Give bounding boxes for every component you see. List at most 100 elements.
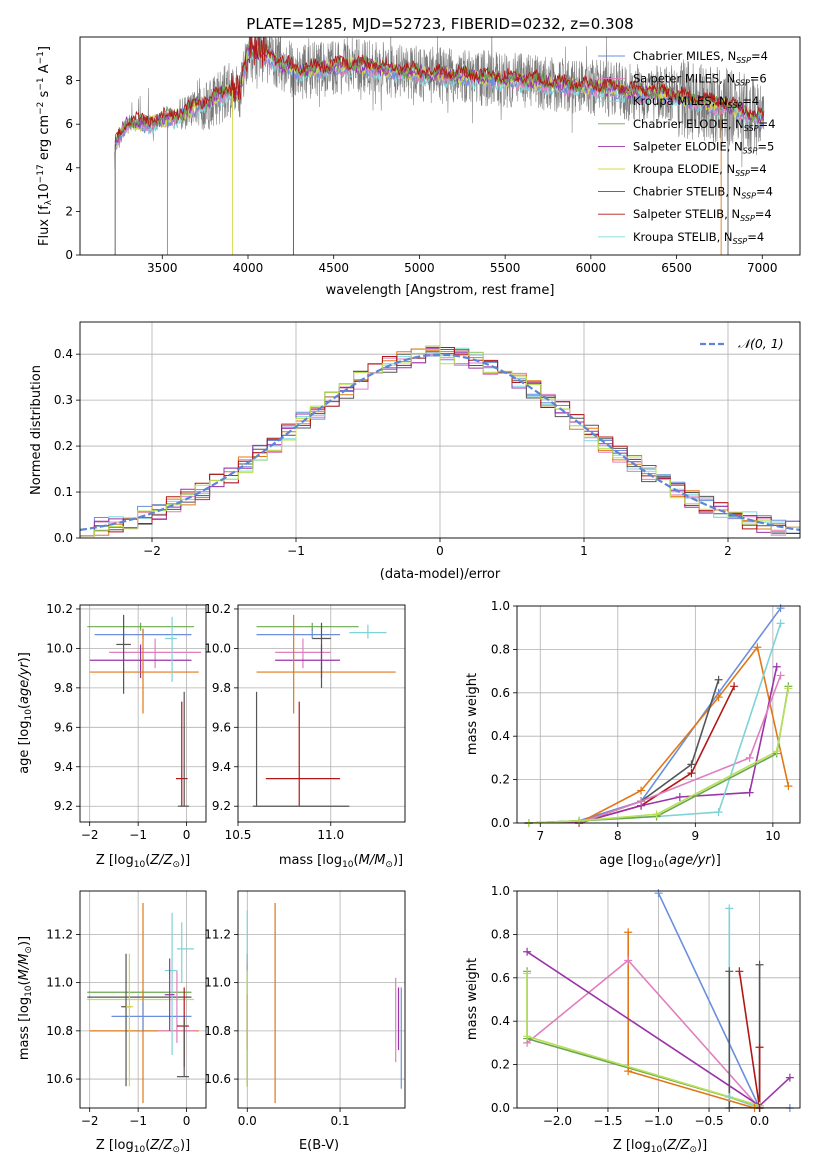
- plot-area: [80, 322, 800, 538]
- axes-frame: [79, 321, 801, 539]
- mass-weight-line: [738, 971, 761, 1108]
- spectrum-xlabel: wavelength [Angstrom, rest frame]: [326, 283, 555, 298]
- y-tick-label: 11.2: [46, 927, 73, 941]
- model-spectrum-line: [114, 37, 765, 143]
- y-tick-label: 2: [65, 204, 73, 218]
- mass-z-xlabel: Z [log10(Z/Z⊙)]: [96, 1138, 190, 1155]
- residual-histogram-panel: (data-model)/error Normed distribution −…: [29, 321, 801, 582]
- axes-frame: [516, 890, 801, 1109]
- axes-frame: [79, 604, 207, 823]
- mass-weight-marker: [776, 604, 785, 613]
- mass-weight-line: [528, 645, 790, 823]
- mass-weight-marker: [687, 769, 696, 778]
- mass-weight-vs-metallicity-panel: Z [log10(Z/Z⊙)] mass weight −2.0 −1.5 −1.0…: [465, 884, 801, 1155]
- weight-z-ylabel: mass weight: [465, 958, 480, 1040]
- age-ylabel: age [log10(age/yr)]: [17, 652, 34, 774]
- y-tick-label: 10.8: [46, 1024, 73, 1038]
- mass-weight-marker: [785, 1073, 794, 1082]
- mass-weight-marker: [523, 1032, 532, 1041]
- y-tick-label: 10.2: [46, 602, 73, 616]
- x-tick-label: −1: [129, 1114, 147, 1128]
- x-tick-label: 0: [436, 544, 444, 558]
- x-tick-label: −0.5: [694, 1114, 723, 1128]
- y-tick-label: 11.2: [204, 927, 231, 941]
- mass-weight-line: [627, 932, 760, 1108]
- x-tick-label: −1.5: [593, 1114, 622, 1128]
- y-tick-label: 9.4: [54, 760, 73, 774]
- y-tick-label: 0.8: [491, 927, 510, 941]
- y-tick-label: 0.2: [491, 773, 510, 787]
- y-tick-label: 0.4: [491, 1014, 510, 1028]
- y-tick-label: 0.2: [491, 1058, 510, 1072]
- weight-z-xlabel: Z [log10(Z/Z⊙)]: [613, 1138, 707, 1155]
- x-tick-label: −1: [287, 544, 305, 558]
- mass-weight-marker: [725, 1093, 734, 1102]
- mass-weight-marker: [784, 684, 793, 693]
- legend-label: Kroupa STELIB, NSSP=4: [633, 230, 764, 246]
- y-tick-label: 9.8: [212, 681, 231, 695]
- mass-weight-marker: [735, 967, 744, 976]
- ebv-xlabel: E(B-V): [299, 1138, 339, 1153]
- x-tick-label: 9: [692, 829, 700, 843]
- age-vs-metallicity-panel: Z [log10(Z/Z⊙)] age [log10(age/yr)] −2 −1…: [17, 602, 207, 870]
- axes-frame: [79, 36, 801, 256]
- spectrum-ylabel: Flux [fλ10−17 erg cm−2 s−1 A−1]: [36, 46, 54, 246]
- x-tick-label: −2.0: [543, 1114, 572, 1128]
- mass-weight-marker: [687, 760, 696, 769]
- plot-area: [80, 605, 206, 822]
- y-tick-label: 9.6: [212, 720, 231, 734]
- y-tick-label: 0.4: [54, 347, 73, 361]
- y-tick-label: 0.3: [54, 393, 73, 407]
- mass-weight-marker: [637, 797, 646, 806]
- y-tick-label: 0.8: [491, 642, 510, 656]
- mass-weight-marker: [755, 1043, 764, 1052]
- legend-label: Kroupa ELODIE, NSSP=4: [633, 162, 767, 178]
- y-tick-label: 0.1: [54, 485, 73, 499]
- x-tick-label: 7: [536, 829, 544, 843]
- y-tick-label: 9.2: [212, 799, 231, 813]
- x-tick-label: 8: [614, 829, 622, 843]
- x-tick-label: 0.1: [331, 1114, 350, 1128]
- y-tick-label: 10.6: [204, 1072, 231, 1086]
- plot-area: [114, 37, 765, 255]
- x-tick-label: 6000: [576, 261, 607, 275]
- axes-frame: [516, 605, 801, 824]
- mass-weight-marker: [730, 682, 739, 691]
- mass-weight-marker: [654, 889, 663, 898]
- y-tick-label: 9.6: [54, 720, 73, 734]
- mass-weight-marker: [652, 810, 661, 819]
- y-tick-label: 9.8: [54, 681, 73, 695]
- x-tick-label: 1: [580, 544, 588, 558]
- plot-area: [80, 891, 206, 1108]
- y-tick-label: 4: [65, 161, 73, 175]
- y-tick-label: 10.0: [204, 641, 231, 655]
- x-tick-label: 7000: [747, 261, 778, 275]
- x-tick-label: −2: [81, 828, 99, 842]
- y-tick-label: 1.0: [491, 599, 510, 613]
- mass-weight-vs-age-panel: age [log10(age/yr)] mass weight 7 8 9 10 0.0…: [465, 599, 801, 870]
- x-tick-label: 10: [765, 829, 780, 843]
- model-spectrum-line: [114, 44, 765, 146]
- mass-weight-marker: [753, 643, 762, 652]
- axes-frame: [79, 890, 207, 1109]
- mass-weight-marker: [776, 619, 785, 628]
- x-tick-label: 5500: [490, 261, 521, 275]
- y-tick-label: 0.6: [491, 686, 510, 700]
- legend-label: Kroupa MILES, NSSP=4: [633, 94, 759, 110]
- x-tick-label: 6500: [661, 261, 692, 275]
- y-tick-label: 0.0: [491, 816, 510, 830]
- mass-weight-marker: [675, 792, 684, 801]
- y-tick-label: 1.0: [491, 884, 510, 898]
- legend-label: Chabrier ELODIE, NSSP=4: [633, 117, 775, 133]
- legend-label: Chabrier MILES, NSSP=4: [633, 49, 768, 65]
- y-tick-label: 9.2: [54, 799, 73, 813]
- mass-weight-marker: [523, 969, 532, 978]
- x-tick-label: 4000: [233, 261, 264, 275]
- axes-frame: [237, 890, 406, 1109]
- mass-weight-marker: [745, 788, 754, 797]
- mass-weight-marker: [624, 956, 633, 965]
- mass-weight-marker: [772, 662, 781, 671]
- mass-weight-marker: [776, 671, 785, 680]
